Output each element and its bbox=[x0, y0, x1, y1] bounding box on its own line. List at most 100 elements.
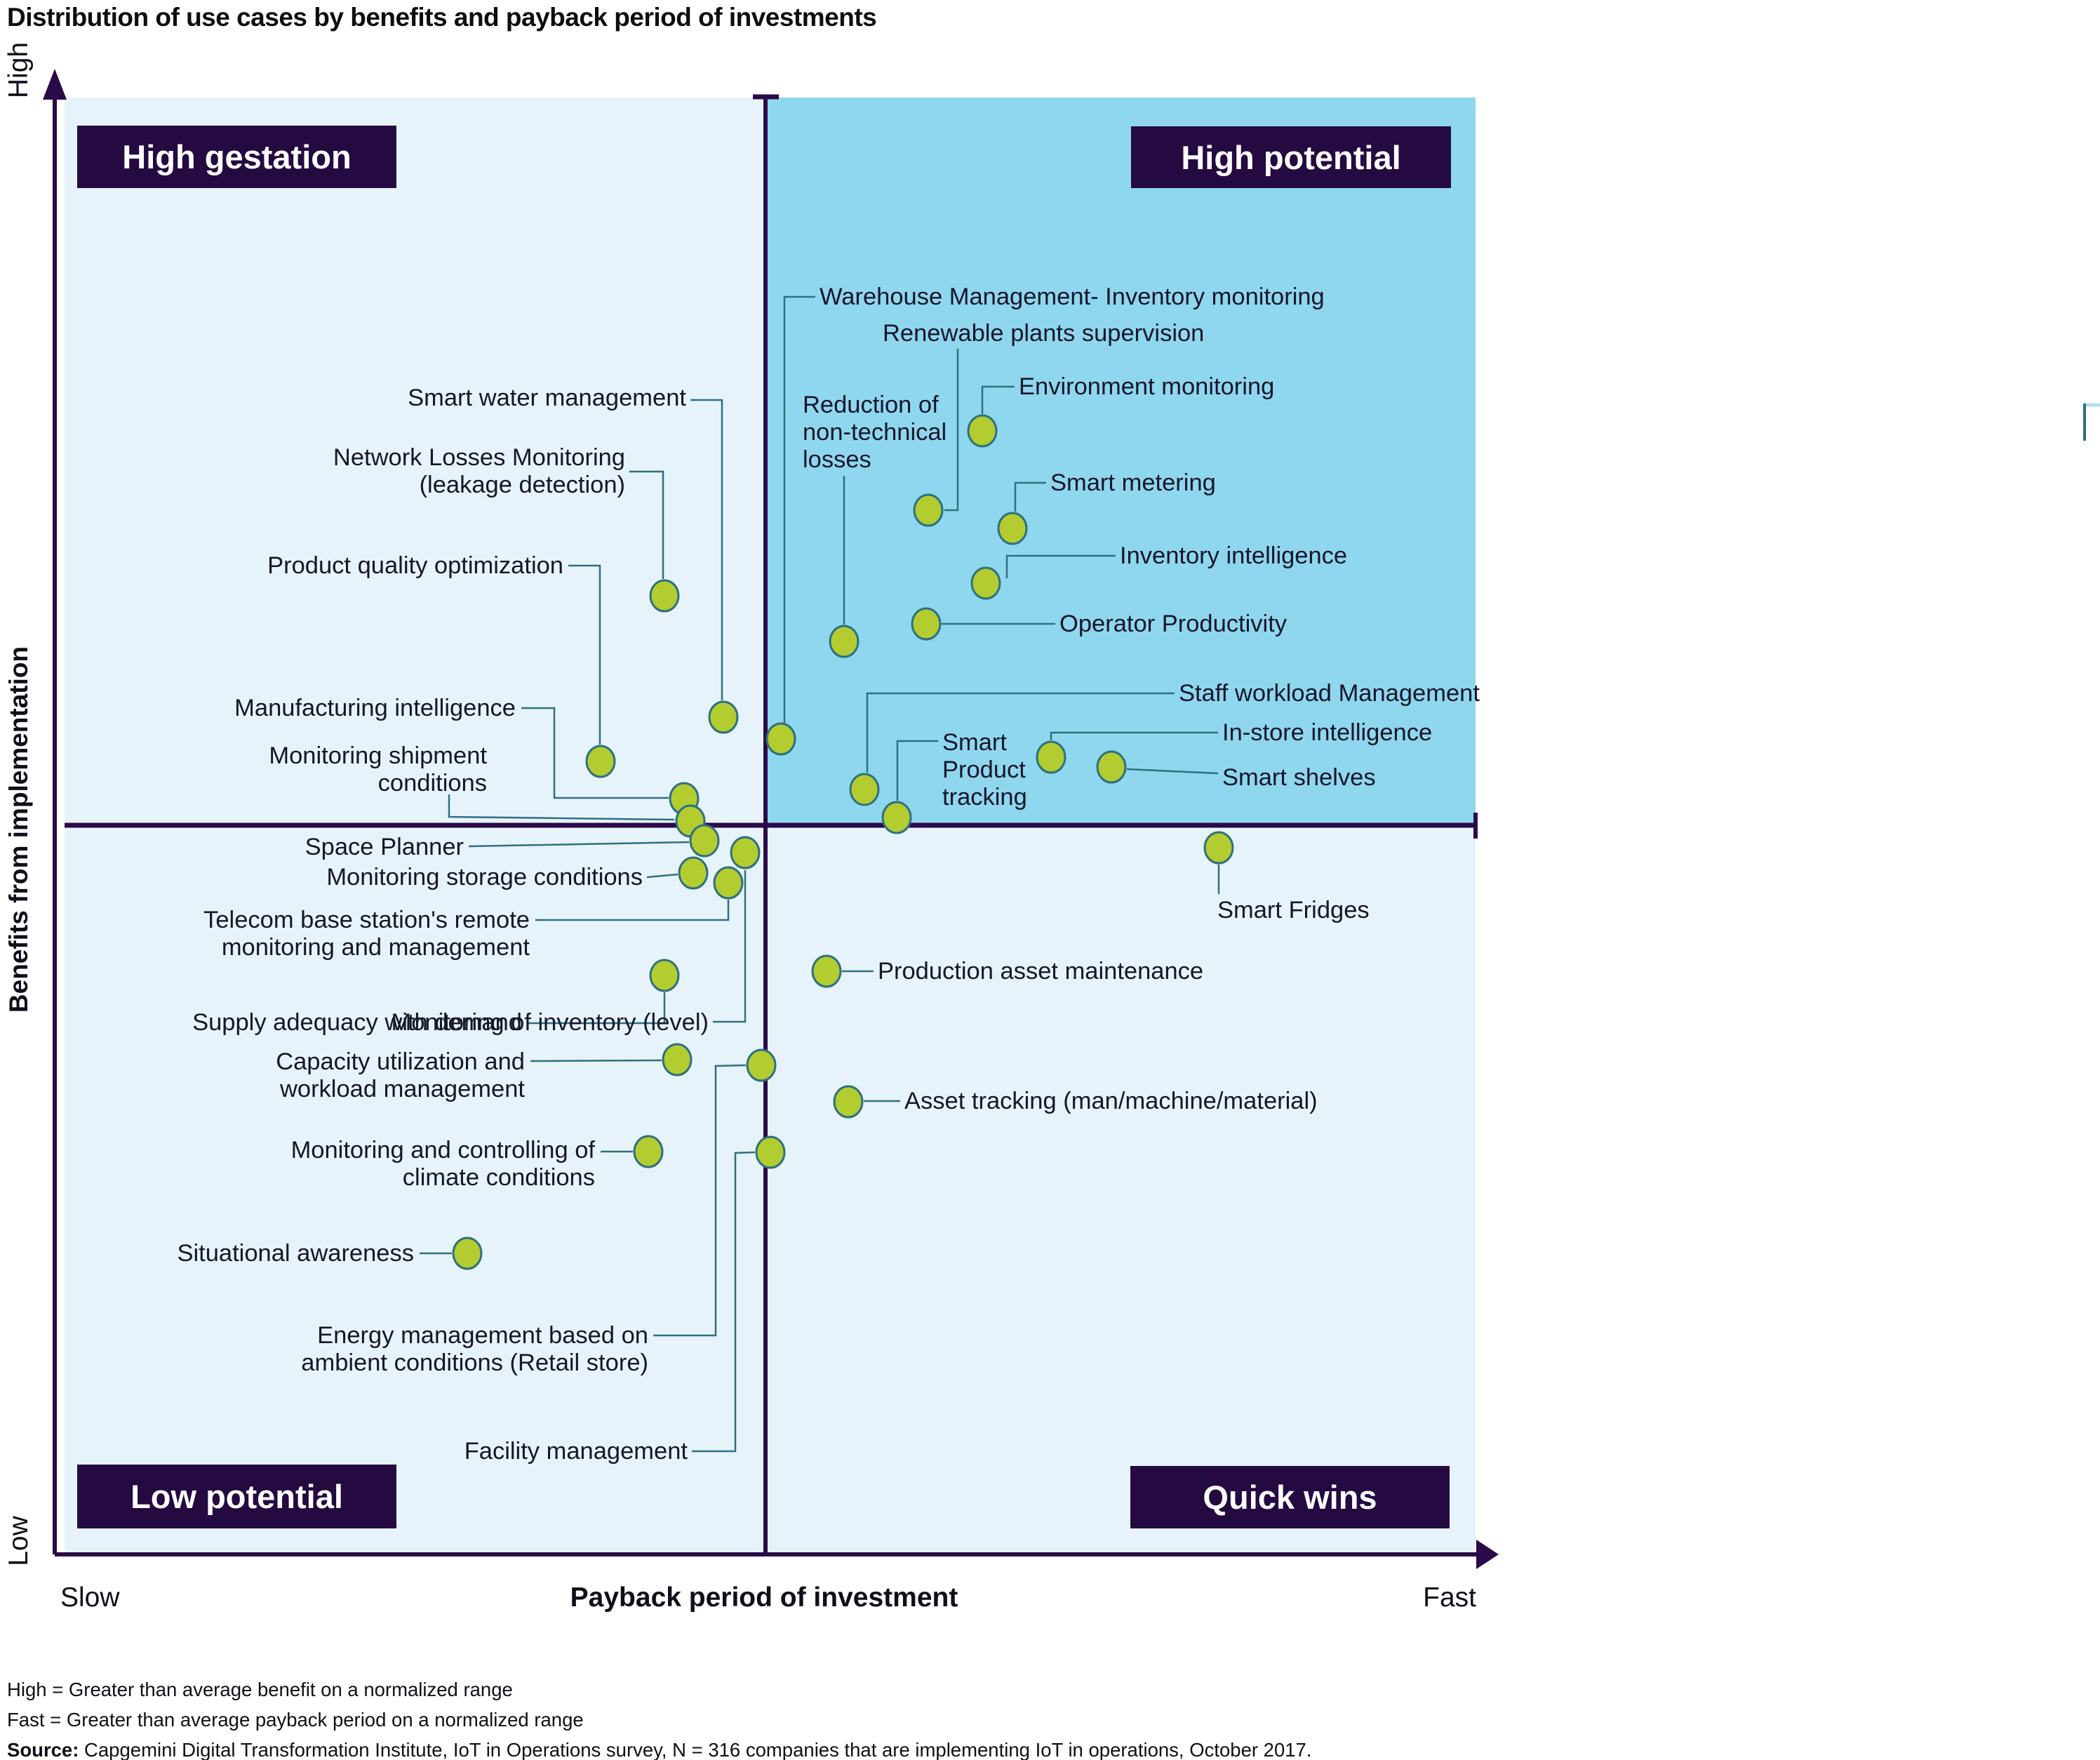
point-connector-energy-management bbox=[653, 1064, 747, 1337]
y-axis-title: Benefits from implementation bbox=[4, 646, 33, 1013]
point-connector-manufacturing-intelligence bbox=[521, 707, 669, 799]
point-dot-monitoring-storage bbox=[678, 856, 709, 890]
point-dot-smart-water-management bbox=[708, 700, 739, 734]
point-label-telecom-base-station: Telecom base station's remote bbox=[203, 907, 530, 933]
point-dot-asset-tracking bbox=[833, 1085, 864, 1119]
point-label-telecom-base-station: monitoring and management bbox=[222, 934, 530, 961]
quadrant-badge-high-gestation: High gestation bbox=[77, 126, 396, 188]
point-dot-staff-workload bbox=[849, 773, 880, 806]
point-label-smart-product-tracking: Product bbox=[942, 756, 1026, 783]
point-connector-environment-monitoring bbox=[981, 385, 1015, 414]
point-connector-inventory-intelligence bbox=[1005, 554, 1116, 578]
x-axis-title: Payback period of investment bbox=[570, 1582, 958, 1613]
source-label: Source: bbox=[7, 1739, 79, 1760]
point-label-situational-awareness: Situational awareness bbox=[177, 1240, 414, 1267]
point-connector-capacity-utilization bbox=[530, 1059, 662, 1062]
point-dot-space-planner bbox=[689, 824, 720, 858]
point-connector-space-planner bbox=[468, 841, 690, 848]
point-label-product-quality-optimization: Product quality optimization bbox=[267, 552, 563, 579]
point-dot-reduction-non-technical-losses bbox=[829, 625, 860, 658]
point-label-inventory-intelligence: Inventory intelligence bbox=[1120, 542, 1347, 569]
high-potential-quadrant-fill bbox=[765, 98, 1476, 825]
point-dot-renewable-plants bbox=[913, 493, 944, 527]
point-dot-smart-product-tracking bbox=[881, 801, 912, 834]
footnote-fast-definition: Fast = Greater than average payback peri… bbox=[7, 1709, 584, 1731]
point-connector-smart-metering bbox=[1014, 481, 1046, 512]
point-label-smart-fridges: Smart Fridges bbox=[1217, 897, 1370, 924]
point-label-network-losses-monitoring: (leakage detection) bbox=[420, 472, 625, 498]
point-label-monitoring-shipment: conditions bbox=[378, 770, 487, 796]
point-label-capacity-utilization: Capacity utilization and bbox=[276, 1048, 525, 1075]
point-dot-environment-monitoring bbox=[967, 414, 998, 448]
point-label-staff-workload: Staff workload Management bbox=[1179, 680, 1480, 707]
point-label-monitoring-inventory: Monitoring of inventory (level) bbox=[391, 1009, 709, 1036]
point-label-renewable-plants: Renewable plants supervision bbox=[883, 320, 1204, 347]
point-dot-monitoring-inventory bbox=[730, 836, 761, 869]
point-connector-product-quality-optimization bbox=[568, 564, 601, 745]
point-label-energy-management: Energy management based on bbox=[317, 1322, 648, 1349]
point-label-network-losses-monitoring: Network Losses Monitoring bbox=[333, 444, 625, 471]
point-dot-smart-fridges bbox=[1203, 831, 1234, 865]
point-connector-smart-water-management bbox=[690, 399, 723, 700]
point-dot-product-quality-optimization bbox=[585, 745, 616, 778]
point-label-capacity-utilization: workload management bbox=[279, 1076, 525, 1102]
point-label-space-planner: Space Planner bbox=[305, 834, 464, 860]
point-connector-telecom-base-station bbox=[535, 900, 730, 921]
point-label-smart-water-management: Smart water management bbox=[408, 385, 686, 411]
point-label-supply-adequacy: Supply adequacy with demand bbox=[192, 1009, 522, 1036]
page-title: Distribution of use cases by benefits an… bbox=[7, 3, 877, 32]
point-dot-monitoring-climate bbox=[633, 1135, 664, 1168]
y-axis-high-label: High bbox=[4, 41, 34, 99]
point-connector-smart-product-tracking bbox=[896, 740, 938, 801]
point-label-smart-product-tracking: tracking bbox=[942, 784, 1027, 811]
point-label-production-asset-maintenance: Production asset maintenance bbox=[878, 958, 1203, 985]
y-axis-arrowhead bbox=[43, 69, 67, 100]
point-label-monitoring-shipment: Monitoring shipment bbox=[269, 742, 487, 769]
point-label-warehouse-management: Warehouse Management- Inventory monitori… bbox=[820, 284, 1325, 310]
point-label-smart-shelves: Smart shelves bbox=[1222, 764, 1376, 791]
source-text: Capgemini Digital Transformation Institu… bbox=[79, 1739, 1312, 1760]
point-label-monitoring-climate: climate conditions bbox=[403, 1164, 595, 1191]
point-dot-smart-shelves bbox=[1096, 750, 1127, 784]
point-dot-supply-adequacy bbox=[649, 959, 680, 992]
point-connector-monitoring-inventory bbox=[713, 870, 747, 1023]
footnote-high-definition: High = Greater than average benefit on a… bbox=[7, 1679, 513, 1700]
point-dot-facility-management bbox=[755, 1135, 786, 1169]
point-label-environment-monitoring: Environment monitoring bbox=[1019, 373, 1274, 400]
point-label-operator-productivity: Operator Productivity bbox=[1059, 611, 1288, 637]
point-dot-smart-metering bbox=[997, 512, 1028, 545]
point-dot-network-losses-monitoring bbox=[649, 579, 680, 613]
point-label-reduction-non-technical-losses: losses bbox=[803, 446, 871, 473]
point-label-asset-tracking: Asset tracking (man/machine/material) bbox=[904, 1088, 1318, 1114]
x-axis-slow-label: Slow bbox=[60, 1582, 120, 1613]
point-label-in-store-intelligence: In-store intelligence bbox=[1222, 719, 1432, 746]
footnote-source: Source: Capgemini Digital Transformation… bbox=[7, 1739, 1311, 1760]
point-dot-warehouse-management bbox=[765, 722, 796, 756]
point-connector-supply-adequacy bbox=[528, 992, 666, 1025]
point-connector-staff-workload bbox=[866, 692, 1175, 773]
quadrant-badge-low-potential: Low potential bbox=[77, 1465, 396, 1528]
point-dot-operator-productivity bbox=[911, 607, 942, 641]
point-label-manufacturing-intelligence: Manufacturing intelligence bbox=[234, 695, 516, 721]
point-connector-facility-management bbox=[692, 1151, 756, 1453]
point-connector-warehouse-management bbox=[783, 295, 815, 723]
point-connector-renewable-plants bbox=[944, 349, 959, 512]
point-connector-in-store-intelligence bbox=[1050, 731, 1218, 740]
point-dot-production-asset-maintenance bbox=[811, 954, 842, 988]
x-axis-arrowhead bbox=[1476, 1540, 1499, 1569]
point-dot-energy-management bbox=[746, 1048, 777, 1082]
point-label-monitoring-storage: Monitoring storage conditions bbox=[326, 864, 643, 891]
point-dot-situational-awareness bbox=[452, 1236, 483, 1270]
point-label-monitoring-climate: Monitoring and controlling of bbox=[291, 1137, 596, 1164]
point-connector-smart-shelves bbox=[1126, 768, 1219, 775]
point-connector-monitoring-storage bbox=[646, 873, 678, 879]
point-label-smart-product-tracking: Smart bbox=[942, 729, 1007, 756]
point-label-energy-management: ambient conditions (Retail store) bbox=[301, 1349, 648, 1376]
point-dot-inventory-intelligence bbox=[970, 566, 1001, 600]
point-label-smart-metering: Smart metering bbox=[1050, 469, 1216, 496]
point-label-facility-management: Facility management bbox=[464, 1438, 688, 1465]
point-connector-network-losses-monitoring bbox=[629, 470, 664, 579]
point-connector-monitoring-shipment bbox=[448, 794, 675, 821]
point-label-reduction-non-technical-losses: non-technical bbox=[803, 419, 947, 446]
